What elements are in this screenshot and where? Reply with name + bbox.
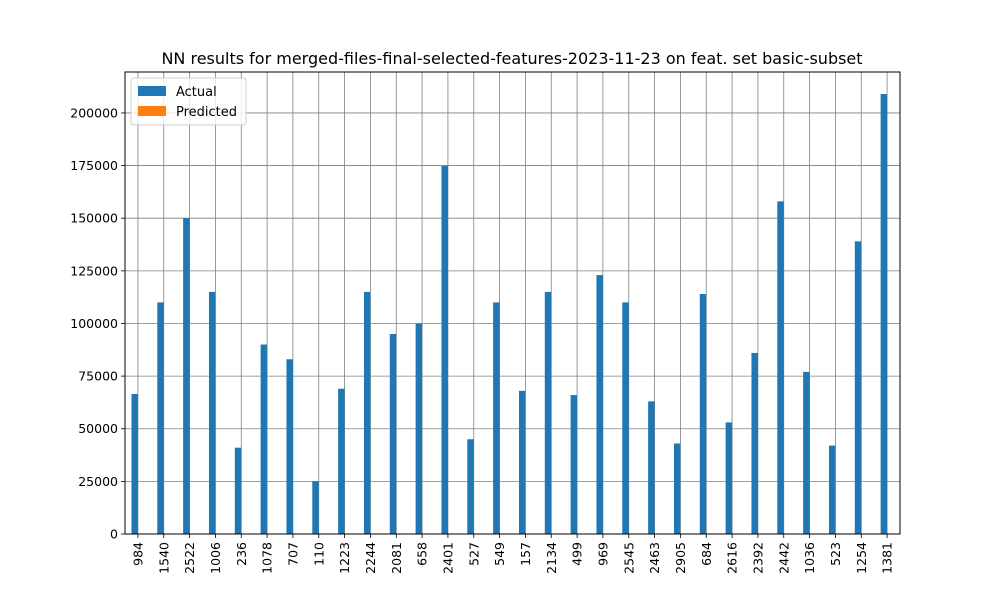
- bar-actual-1036: [803, 371, 810, 534]
- x-tick-label: 684: [699, 542, 714, 566]
- x-tick-label: 2522: [182, 542, 197, 574]
- x-tick-label: 2905: [673, 542, 688, 574]
- x-tick-label: 549: [492, 542, 507, 566]
- x-tick-label: 1036: [802, 542, 817, 574]
- bar-actual-2545: [622, 302, 629, 534]
- x-tick-label: 1254: [854, 542, 869, 574]
- bar-actual-2616: [725, 422, 733, 534]
- plot-frame: [124, 71, 901, 535]
- bar-actual-157: [518, 390, 526, 534]
- bar-actual-523: [828, 445, 836, 534]
- x-tick-label: 707: [285, 542, 300, 566]
- y-tick-label: 175000: [70, 158, 118, 173]
- bar-actual-984: [131, 394, 138, 534]
- bar-actual-658: [415, 323, 423, 534]
- chart-title: NN results for merged-files-final-select…: [161, 49, 862, 68]
- bar-actual-2244: [363, 291, 371, 534]
- y-tick-label: 200000: [70, 105, 118, 120]
- x-tick-label: 2463: [647, 542, 662, 574]
- bar-actual-684: [699, 294, 707, 534]
- bar-actual-2081: [389, 334, 397, 534]
- x-tick-label: 969: [595, 542, 610, 566]
- x-tick-label: 236: [234, 542, 249, 566]
- y-tick-label: 75000: [78, 369, 118, 384]
- legend: Actual Predicted: [130, 77, 247, 126]
- bar-actual-2442: [777, 201, 784, 535]
- x-tick-label: 1006: [208, 542, 223, 574]
- x-tick-label: 1381: [880, 542, 895, 574]
- x-tick-label: 658: [415, 542, 430, 566]
- bar-actual-1254: [854, 241, 862, 535]
- y-tick-label: 25000: [78, 474, 118, 489]
- bar-actual-527: [467, 439, 474, 534]
- bar-actual-110: [312, 481, 319, 534]
- x-tick-label: 2545: [621, 542, 636, 574]
- bars: [131, 94, 888, 535]
- x-tick-label: 527: [466, 542, 481, 566]
- x-tick-label: 2081: [389, 542, 404, 574]
- x-tick-label: 110: [311, 542, 326, 566]
- bar-actual-707: [286, 359, 293, 534]
- bar-actual-1223: [338, 388, 345, 534]
- x-tick-label: 1540: [156, 542, 171, 574]
- x-tick-label: 2401: [440, 542, 455, 574]
- bar-actual-1540: [157, 302, 164, 534]
- legend-swatch-actual: [138, 86, 166, 96]
- bar-actual-2463: [648, 401, 655, 534]
- bar-actual-236: [234, 447, 242, 534]
- bar-actual-1381: [880, 94, 888, 534]
- x-tick-label: 2244: [363, 542, 378, 574]
- y-tick-label: 150000: [70, 211, 118, 226]
- x-tick-label: 2134: [544, 542, 559, 574]
- bar-actual-2401: [441, 165, 448, 534]
- bar-actual-499: [570, 395, 578, 534]
- x-tick-label: 523: [828, 542, 843, 566]
- bar-actual-2134: [544, 291, 552, 534]
- x-tick-label: 157: [518, 542, 533, 566]
- bar-actual-2522: [183, 218, 190, 535]
- bar-actual-969: [596, 275, 603, 534]
- x-tick-label: 2616: [725, 542, 740, 574]
- x-tick-label: 1078: [260, 542, 275, 574]
- x-tick-label: 499: [570, 542, 585, 566]
- y-tick-label: 125000: [70, 263, 118, 278]
- x-tick-label: 984: [130, 542, 145, 566]
- legend-label-actual: Actual: [176, 85, 217, 100]
- axes: 0 25000 50000 75000 100000 125000 150000 175000…: [70, 71, 901, 574]
- legend-swatch-predicted: [138, 106, 166, 116]
- bar-actual-1006: [208, 291, 216, 534]
- x-tick-label: 1223: [337, 542, 352, 574]
- y-tick-label: 0: [110, 527, 118, 542]
- x-tick-label: 2442: [776, 542, 791, 574]
- bar-actual-1078: [260, 344, 268, 534]
- x-tick-label: 2392: [750, 542, 765, 574]
- y-tick-label: 50000: [78, 421, 118, 436]
- legend-label-predicted: Predicted: [176, 105, 237, 120]
- bar-actual-2905: [673, 443, 681, 534]
- bar-actual-2392: [751, 352, 758, 534]
- y-tick-label: 100000: [70, 316, 118, 331]
- bar-actual-549: [493, 302, 500, 534]
